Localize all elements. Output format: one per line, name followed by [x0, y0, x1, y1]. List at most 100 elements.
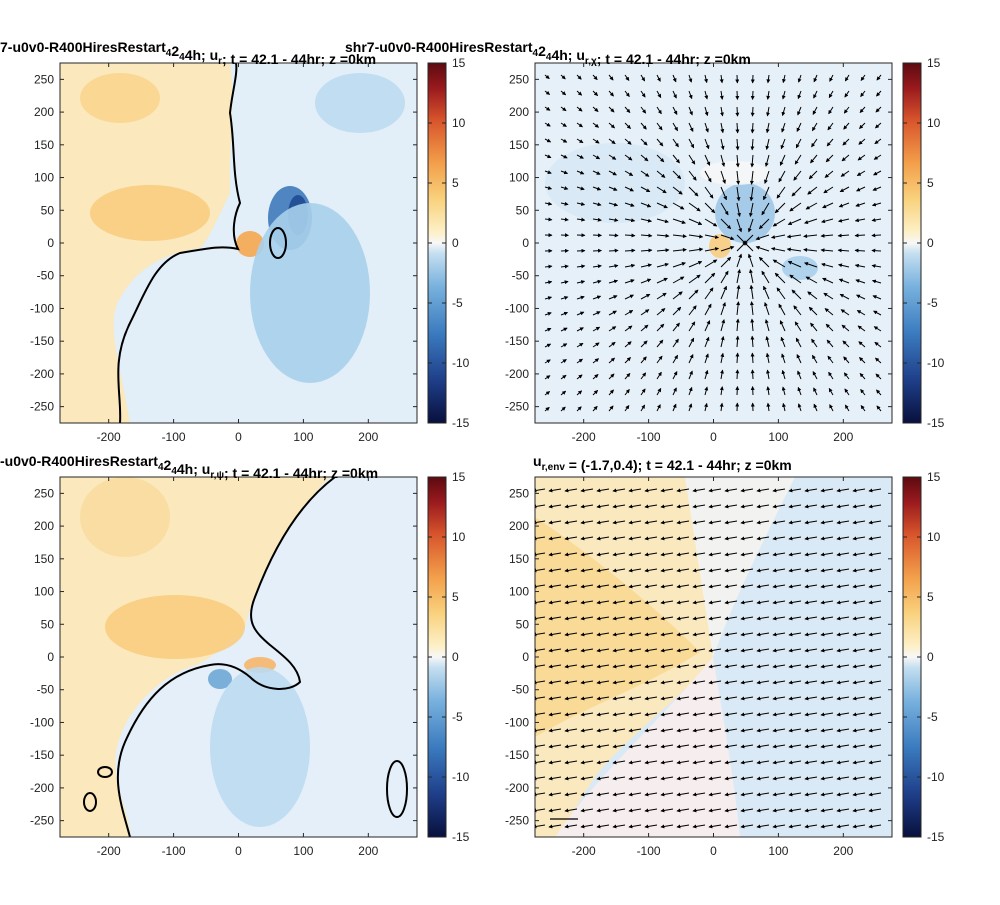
y-tick-label: 50 [516, 203, 530, 217]
x-tick-label: -200 [97, 430, 121, 444]
panel-title: -u0v0-R400HiresRestart4244h; ur,ψ; t = 4… [0, 453, 378, 481]
y-tick-label: -200 [505, 781, 529, 795]
title-text: 7-u0v0-R400HiresRestart [0, 39, 166, 55]
field-radial [60, 63, 417, 423]
y-tick-label: 150 [509, 552, 529, 566]
x-tick-label: -100 [637, 430, 661, 444]
colorbar-tick-label: 0 [927, 236, 934, 250]
y-tick-label: 50 [41, 617, 55, 631]
y-tick-label: -50 [37, 269, 55, 283]
x-tick-label: 0 [710, 430, 717, 444]
y-tick-label: -50 [512, 683, 530, 697]
colorbar-tick-label: -15 [927, 830, 945, 844]
y-tick-label: -100 [505, 301, 529, 315]
y-tick-label: -150 [505, 748, 529, 762]
y-tick-label: 200 [34, 519, 54, 533]
title-text: 2 [171, 43, 179, 59]
x-tick-label: 200 [358, 430, 378, 444]
y-tick-label: -100 [505, 715, 529, 729]
colorbar-tick-label: -5 [927, 710, 938, 724]
colorbar-tick-label: -10 [452, 770, 470, 784]
field-patch [90, 185, 210, 241]
field-patch [315, 73, 405, 133]
title-text: 4h; u [177, 461, 210, 477]
y-tick-label: 100 [34, 585, 54, 599]
y-tick-label: 250 [34, 486, 54, 500]
y-tick-label: -250 [505, 814, 529, 828]
x-tick-label: 200 [358, 844, 378, 858]
wind-arrow [625, 250, 635, 251]
y-tick-label: 0 [522, 650, 529, 664]
field-patch [782, 256, 818, 280]
title-text: u [533, 453, 542, 469]
panel-1: -200 -100 0 100 200 250 200 150 100 50 0 -50 -100 -15… [0, 39, 470, 444]
x-tick-label: -200 [572, 430, 596, 444]
y-tick-label: 50 [41, 203, 55, 217]
field-divergent [535, 63, 892, 423]
x-tick-label: 100 [768, 430, 788, 444]
y-tick-label: 0 [47, 650, 54, 664]
x-tick-label: -200 [572, 844, 596, 858]
field-environment [533, 477, 892, 837]
colorbar-tick-label: 15 [452, 56, 466, 70]
colorbar-tick-label: 10 [927, 116, 941, 130]
colorbar-tick-label: 15 [927, 470, 941, 484]
colorbar-tick-label: -10 [452, 356, 470, 370]
field-patch [105, 595, 245, 659]
x-tick-label: -100 [162, 430, 186, 444]
colorbar-tick-label: 0 [452, 650, 459, 664]
y-tick-label: 150 [34, 138, 54, 152]
wind-arrow [752, 107, 753, 116]
colorbar-tick-label: -5 [452, 710, 463, 724]
y-tick-label: 200 [34, 105, 54, 119]
colorbar-tick-label: 10 [452, 530, 466, 544]
colorbar-tick-label: 5 [927, 590, 934, 604]
colorbar-tick-label: 15 [927, 56, 941, 70]
wind-arrow [872, 235, 881, 236]
colorbar-tick-label: 5 [452, 590, 459, 604]
y-tick-label: -100 [30, 301, 54, 315]
field-patch [80, 73, 160, 123]
colorbar-tick-label: 15 [452, 470, 466, 484]
colorbar-tick-label: -10 [927, 770, 945, 784]
title-text: 2 [538, 43, 546, 59]
y-tick-label: -50 [37, 683, 55, 697]
x-tick-label: 200 [833, 844, 853, 858]
x-tick-label: 100 [768, 844, 788, 858]
x-tick-label: 100 [293, 430, 313, 444]
title-text: -u0v0-R400HiresRestart [0, 453, 158, 469]
wind-arrow [609, 250, 618, 251]
colorbar-tick-label: 5 [452, 176, 459, 190]
wind-arrow [752, 123, 753, 133]
y-tick-label: -100 [30, 715, 54, 729]
colorbar-tick-label: -15 [452, 830, 470, 844]
y-tick-label: 250 [509, 72, 529, 86]
y-tick-label: 150 [509, 138, 529, 152]
y-tick-label: 250 [34, 72, 54, 86]
wind-arrow [625, 235, 635, 236]
y-tick-label: 100 [34, 171, 54, 185]
y-tick-label: -200 [30, 367, 54, 381]
wind-arrow [752, 353, 753, 363]
x-tick-label: -100 [162, 844, 186, 858]
colorbar-tick-label: -15 [927, 416, 945, 430]
y-tick-label: 200 [509, 519, 529, 533]
y-tick-label: -150 [30, 748, 54, 762]
colorbar-tick-label: -5 [452, 296, 463, 310]
y-tick-label: 100 [509, 171, 529, 185]
y-tick-label: 100 [509, 585, 529, 599]
y-tick-label: -50 [512, 269, 530, 283]
y-tick-label: -200 [30, 781, 54, 795]
field-patch [80, 477, 170, 557]
y-tick-label: 0 [47, 236, 54, 250]
wind-arrow [737, 370, 738, 379]
title-text: shr7-u0v0-R400HiresRestart [345, 39, 533, 55]
title-text: = (-1.7,0.4); t = 42.1 - 44hr; z =0km [565, 457, 792, 473]
wind-arrow [855, 250, 865, 251]
y-tick-label: -150 [30, 334, 54, 348]
colorbar-tick-label: -15 [452, 416, 470, 430]
colorbar-tick-label: 0 [452, 236, 459, 250]
y-tick-label: -250 [505, 400, 529, 414]
y-tick-label: -250 [30, 814, 54, 828]
